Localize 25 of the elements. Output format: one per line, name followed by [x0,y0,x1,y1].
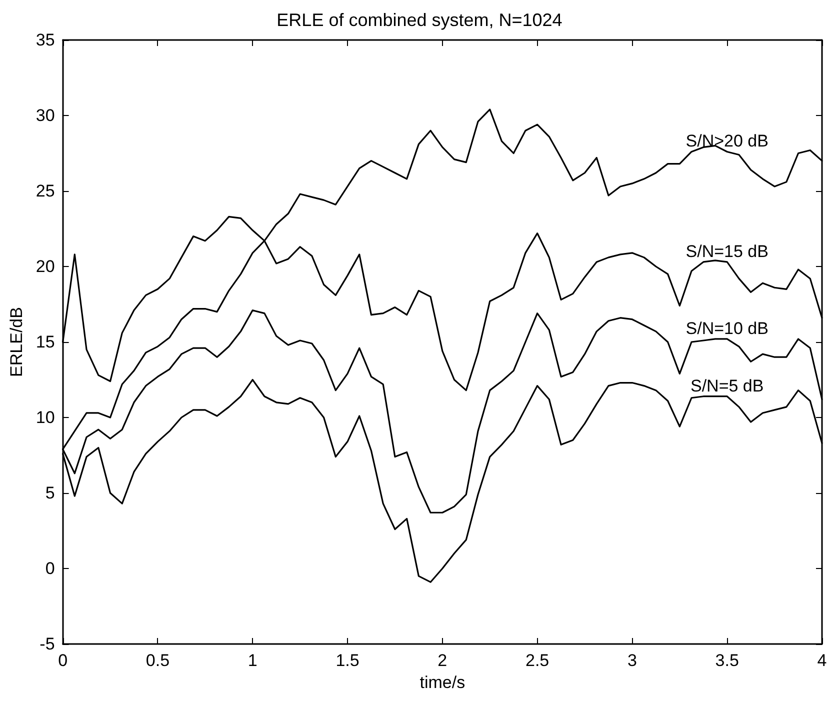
y-tick-label: 5 [45,484,55,502]
y-tick-label: 15 [36,332,55,352]
y-tick-label: 30 [36,106,55,125]
y-tick-label: -5 [40,634,55,654]
x-tick-label: 2 [438,651,448,670]
x-tick-label: 0 [58,651,68,670]
series-label: S/N=15 dB [686,242,768,261]
series-label: S/N=10 dB [686,318,768,338]
y-tick-label: 35 [36,30,55,50]
y-tick-label: 20 [36,257,55,276]
y-axis-title: ERLE/dB [7,307,26,377]
series-label: S/N=5 dB [690,376,764,396]
y-tick-label: 0 [45,559,55,578]
x-tick-label: 3.5 [715,651,739,670]
x-tick-label: 1 [248,651,258,670]
y-tick-label: 10 [36,408,55,427]
x-axis-title: time/s [420,672,466,692]
y-tick-label: 25 [36,182,55,200]
chart-title: ERLE of combined system, N=1024 [276,10,562,30]
x-tick-label: 1.5 [336,651,360,670]
x-tick-label: 0.5 [146,651,170,670]
x-tick-label: 4 [817,651,827,670]
x-tick-label: 3 [627,651,637,670]
x-tick-label: 2.5 [525,651,550,670]
series-label: S/N>20 dB [686,132,768,151]
